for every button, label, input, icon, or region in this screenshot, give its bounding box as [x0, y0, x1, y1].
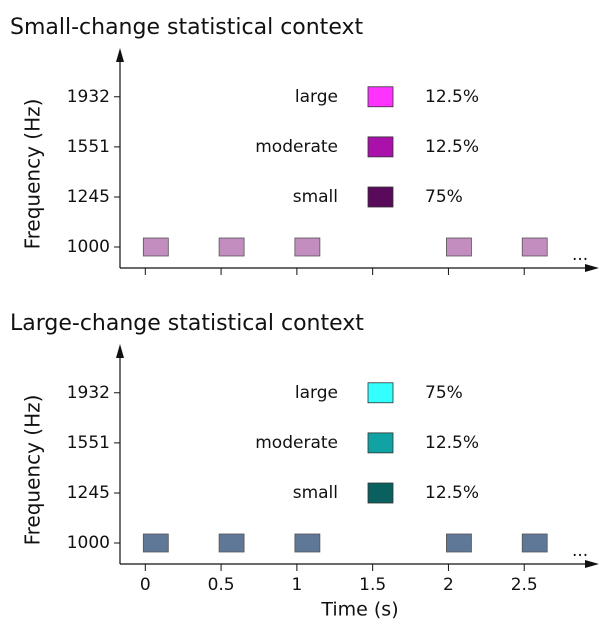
- y-tick-label: 1245: [67, 187, 110, 207]
- x-axis-arrow: [585, 264, 599, 272]
- x-tick-label: 1: [291, 575, 302, 595]
- tone: [521, 237, 548, 257]
- y-tick-label: 1551: [67, 433, 110, 453]
- legend-swatch: [367, 432, 394, 454]
- legend-label: large: [295, 383, 338, 403]
- legend-label: moderate: [255, 433, 338, 453]
- legend-swatch: [367, 86, 394, 108]
- ellipsis: ...: [572, 245, 588, 265]
- probability-label: 12.5%: [425, 87, 479, 107]
- tone: [294, 533, 321, 553]
- legend-swatch: [367, 482, 394, 504]
- y-axis-arrow: [116, 48, 124, 62]
- x-axis-arrow: [585, 560, 599, 568]
- x-tick-label: 2.5: [511, 575, 538, 595]
- legend-label: moderate: [255, 137, 338, 157]
- tone: [218, 533, 245, 553]
- probability-label: 75%: [425, 187, 463, 207]
- y-tick-label: 1000: [67, 533, 110, 553]
- legend-label: large: [295, 87, 338, 107]
- legend-swatch: [367, 382, 394, 404]
- tone: [218, 237, 245, 257]
- probability-label: 12.5%: [425, 483, 479, 503]
- y-tick-label: 1000: [67, 237, 110, 257]
- legend-swatch: [367, 136, 394, 158]
- probability-label: 12.5%: [425, 433, 479, 453]
- y-tick-label: 1551: [67, 137, 110, 157]
- tone: [446, 237, 472, 257]
- x-tick-label: 0.5: [208, 575, 235, 595]
- ellipsis: ...: [572, 541, 588, 561]
- tone: [521, 533, 548, 553]
- legend-label: small: [293, 187, 338, 207]
- chart-title: Small-change statistical context: [10, 15, 363, 40]
- y-tick-label: 1932: [67, 87, 110, 107]
- y-tick-label: 1245: [67, 483, 110, 503]
- y-axis-label: Frequency (Hz): [21, 395, 45, 546]
- tone: [142, 533, 169, 553]
- probability-label: 12.5%: [425, 137, 479, 157]
- x-tick-label: 1.5: [359, 575, 386, 595]
- probability-label: 75%: [425, 383, 463, 403]
- legend-label: small: [293, 483, 338, 503]
- y-axis-label: Frequency (Hz): [21, 99, 45, 250]
- tone: [142, 237, 169, 257]
- legend-swatch: [367, 186, 394, 208]
- tone: [446, 533, 472, 553]
- chart-title: Large-change statistical context: [10, 311, 364, 336]
- y-tick-label: 1932: [67, 383, 110, 403]
- tone: [294, 237, 321, 257]
- x-tick-label: 2: [443, 575, 454, 595]
- x-tick-label: 0: [140, 575, 151, 595]
- y-axis-arrow: [116, 344, 124, 358]
- x-axis-label: Time (s): [320, 599, 398, 621]
